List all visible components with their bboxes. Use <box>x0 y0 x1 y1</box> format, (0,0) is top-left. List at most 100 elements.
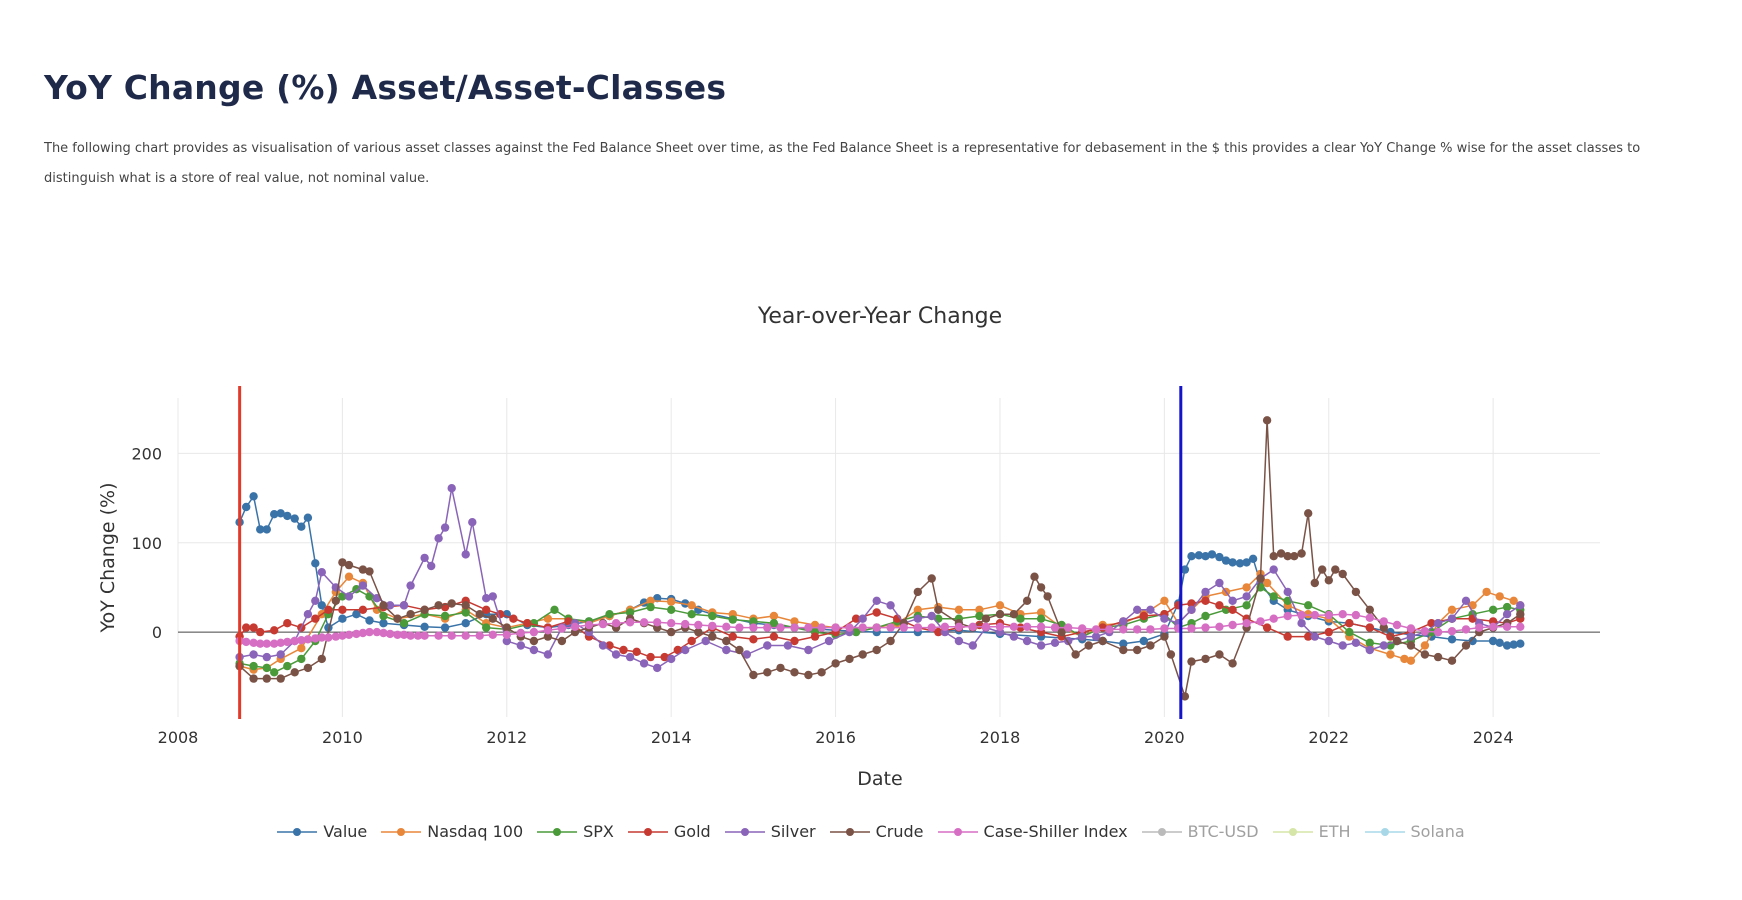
data-point-silver[interactable] <box>927 611 936 621</box>
data-point-nasdaq-100[interactable] <box>790 617 799 626</box>
data-point-gold[interactable] <box>1386 632 1395 641</box>
data-point-gold[interactable] <box>851 614 861 623</box>
data-point-case-shiller-index[interactable] <box>1187 624 1196 633</box>
data-point-case-shiller-index[interactable] <box>872 623 881 632</box>
data-point-case-shiller-index[interactable] <box>1022 622 1032 631</box>
data-point-silver[interactable] <box>913 614 922 623</box>
data-point-silver[interactable] <box>1009 632 1019 641</box>
data-point-silver[interactable] <box>701 636 710 646</box>
data-point-case-shiller-index[interactable] <box>324 633 333 642</box>
data-point-gold[interactable] <box>728 632 737 641</box>
data-point-case-shiller-index[interactable] <box>1447 627 1457 636</box>
data-point-case-shiller-index[interactable] <box>981 622 991 631</box>
data-point-case-shiller-index[interactable] <box>694 620 703 630</box>
data-point-spx[interactable] <box>379 611 388 621</box>
data-point-gold[interactable] <box>1187 599 1196 608</box>
legend-item-solana[interactable]: Solana <box>1364 822 1465 841</box>
data-point-silver[interactable] <box>681 645 690 655</box>
data-point-value[interactable] <box>317 601 326 610</box>
data-point-gold[interactable] <box>1324 627 1334 637</box>
data-point-gold[interactable] <box>1215 601 1224 610</box>
data-point-case-shiller-index[interactable] <box>749 623 758 632</box>
data-point-silver[interactable] <box>611 650 621 659</box>
data-point-silver[interactable] <box>488 592 497 601</box>
data-point-crude[interactable] <box>543 632 553 641</box>
data-point-spx[interactable] <box>440 611 450 621</box>
data-point-value[interactable] <box>352 610 361 619</box>
data-point-gold[interactable] <box>1304 632 1313 641</box>
data-point-silver[interactable] <box>311 596 320 605</box>
data-point-crude[interactable] <box>461 601 470 610</box>
data-point-crude[interactable] <box>1133 645 1142 655</box>
legend-item-crude[interactable]: Crude <box>829 822 924 841</box>
data-point-crude[interactable] <box>290 668 299 677</box>
data-point-value[interactable] <box>1502 641 1512 650</box>
data-point-silver[interactable] <box>1119 617 1128 626</box>
data-point-silver[interactable] <box>1146 605 1155 614</box>
data-point-crude[interactable] <box>845 654 854 664</box>
data-point-silver[interactable] <box>406 581 415 590</box>
data-point-crude[interactable] <box>406 610 415 619</box>
data-point-crude[interactable] <box>1338 569 1347 579</box>
data-point-crude[interactable] <box>694 627 703 637</box>
data-point-crude[interactable] <box>379 601 388 610</box>
data-point-crude[interactable] <box>1166 650 1176 659</box>
data-point-crude[interactable] <box>1262 416 1272 425</box>
data-point-crude[interactable] <box>1256 574 1265 583</box>
data-point-silver[interactable] <box>1050 638 1060 647</box>
data-point-value[interactable] <box>249 492 258 501</box>
data-point-crude[interactable] <box>447 599 456 608</box>
data-point-silver[interactable] <box>954 636 964 646</box>
data-point-case-shiller-index[interactable] <box>406 631 415 640</box>
data-point-case-shiller-index[interactable] <box>776 623 785 632</box>
data-point-case-shiller-index[interactable] <box>331 632 340 641</box>
data-point-case-shiller-index[interactable] <box>1297 610 1306 620</box>
data-point-crude[interactable] <box>1098 636 1107 646</box>
data-point-nasdaq-100[interactable] <box>1509 596 1518 605</box>
data-point-case-shiller-index[interactable] <box>297 636 306 645</box>
data-point-case-shiller-index[interactable] <box>735 623 744 632</box>
data-point-case-shiller-index[interactable] <box>722 622 731 631</box>
data-point-gold[interactable] <box>810 632 820 641</box>
data-point-crude[interactable] <box>1365 605 1375 614</box>
data-point-gold[interactable] <box>1427 619 1436 628</box>
data-point-silver[interactable] <box>249 650 258 659</box>
data-point-value[interactable] <box>1180 565 1190 574</box>
data-point-spx[interactable] <box>352 585 361 594</box>
data-point-spx[interactable] <box>270 668 279 677</box>
data-point-case-shiller-index[interactable] <box>708 621 717 631</box>
data-point-case-shiller-index[interactable] <box>249 638 258 647</box>
data-point-silver[interactable] <box>886 601 895 610</box>
data-point-crude[interactable] <box>1290 552 1299 561</box>
data-point-gold[interactable] <box>605 641 614 650</box>
yoy-chart[interactable]: Year-over-Year Change 2008 2010 2012 2014 201… <box>0 290 1742 820</box>
data-point-value[interactable] <box>338 614 347 623</box>
data-point-case-shiller-index[interactable] <box>968 622 977 631</box>
data-point-case-shiller-index[interactable] <box>886 623 895 632</box>
data-point-crude[interactable] <box>365 567 374 576</box>
data-point-value[interactable] <box>1468 636 1477 646</box>
data-point-case-shiller-index[interactable] <box>940 622 950 631</box>
data-point-case-shiller-index[interactable] <box>311 634 320 643</box>
data-point-silver[interactable] <box>1351 638 1361 647</box>
data-point-gold[interactable] <box>482 605 491 614</box>
data-point-value[interactable] <box>440 623 450 632</box>
data-point-value[interactable] <box>262 525 271 534</box>
data-point-case-shiller-index[interactable] <box>1036 622 1046 631</box>
data-point-silver[interactable] <box>1379 641 1389 650</box>
data-point-nasdaq-100[interactable] <box>344 572 354 581</box>
data-point-case-shiller-index[interactable] <box>434 631 443 640</box>
data-point-gold[interactable] <box>1201 596 1210 605</box>
data-point-spx[interactable] <box>249 661 258 671</box>
data-point-spx[interactable] <box>297 654 306 664</box>
data-point-case-shiller-index[interactable] <box>1146 625 1155 634</box>
data-point-crude[interactable] <box>331 596 340 605</box>
data-point-value[interactable] <box>1207 550 1217 559</box>
data-point-case-shiller-index[interactable] <box>393 630 402 639</box>
data-point-crude[interactable] <box>817 668 826 677</box>
data-point-case-shiller-index[interactable] <box>488 630 497 639</box>
data-point-spx[interactable] <box>728 615 737 624</box>
data-point-gold[interactable] <box>523 619 532 628</box>
data-point-value[interactable] <box>270 510 279 519</box>
data-point-silver[interactable] <box>420 553 429 563</box>
